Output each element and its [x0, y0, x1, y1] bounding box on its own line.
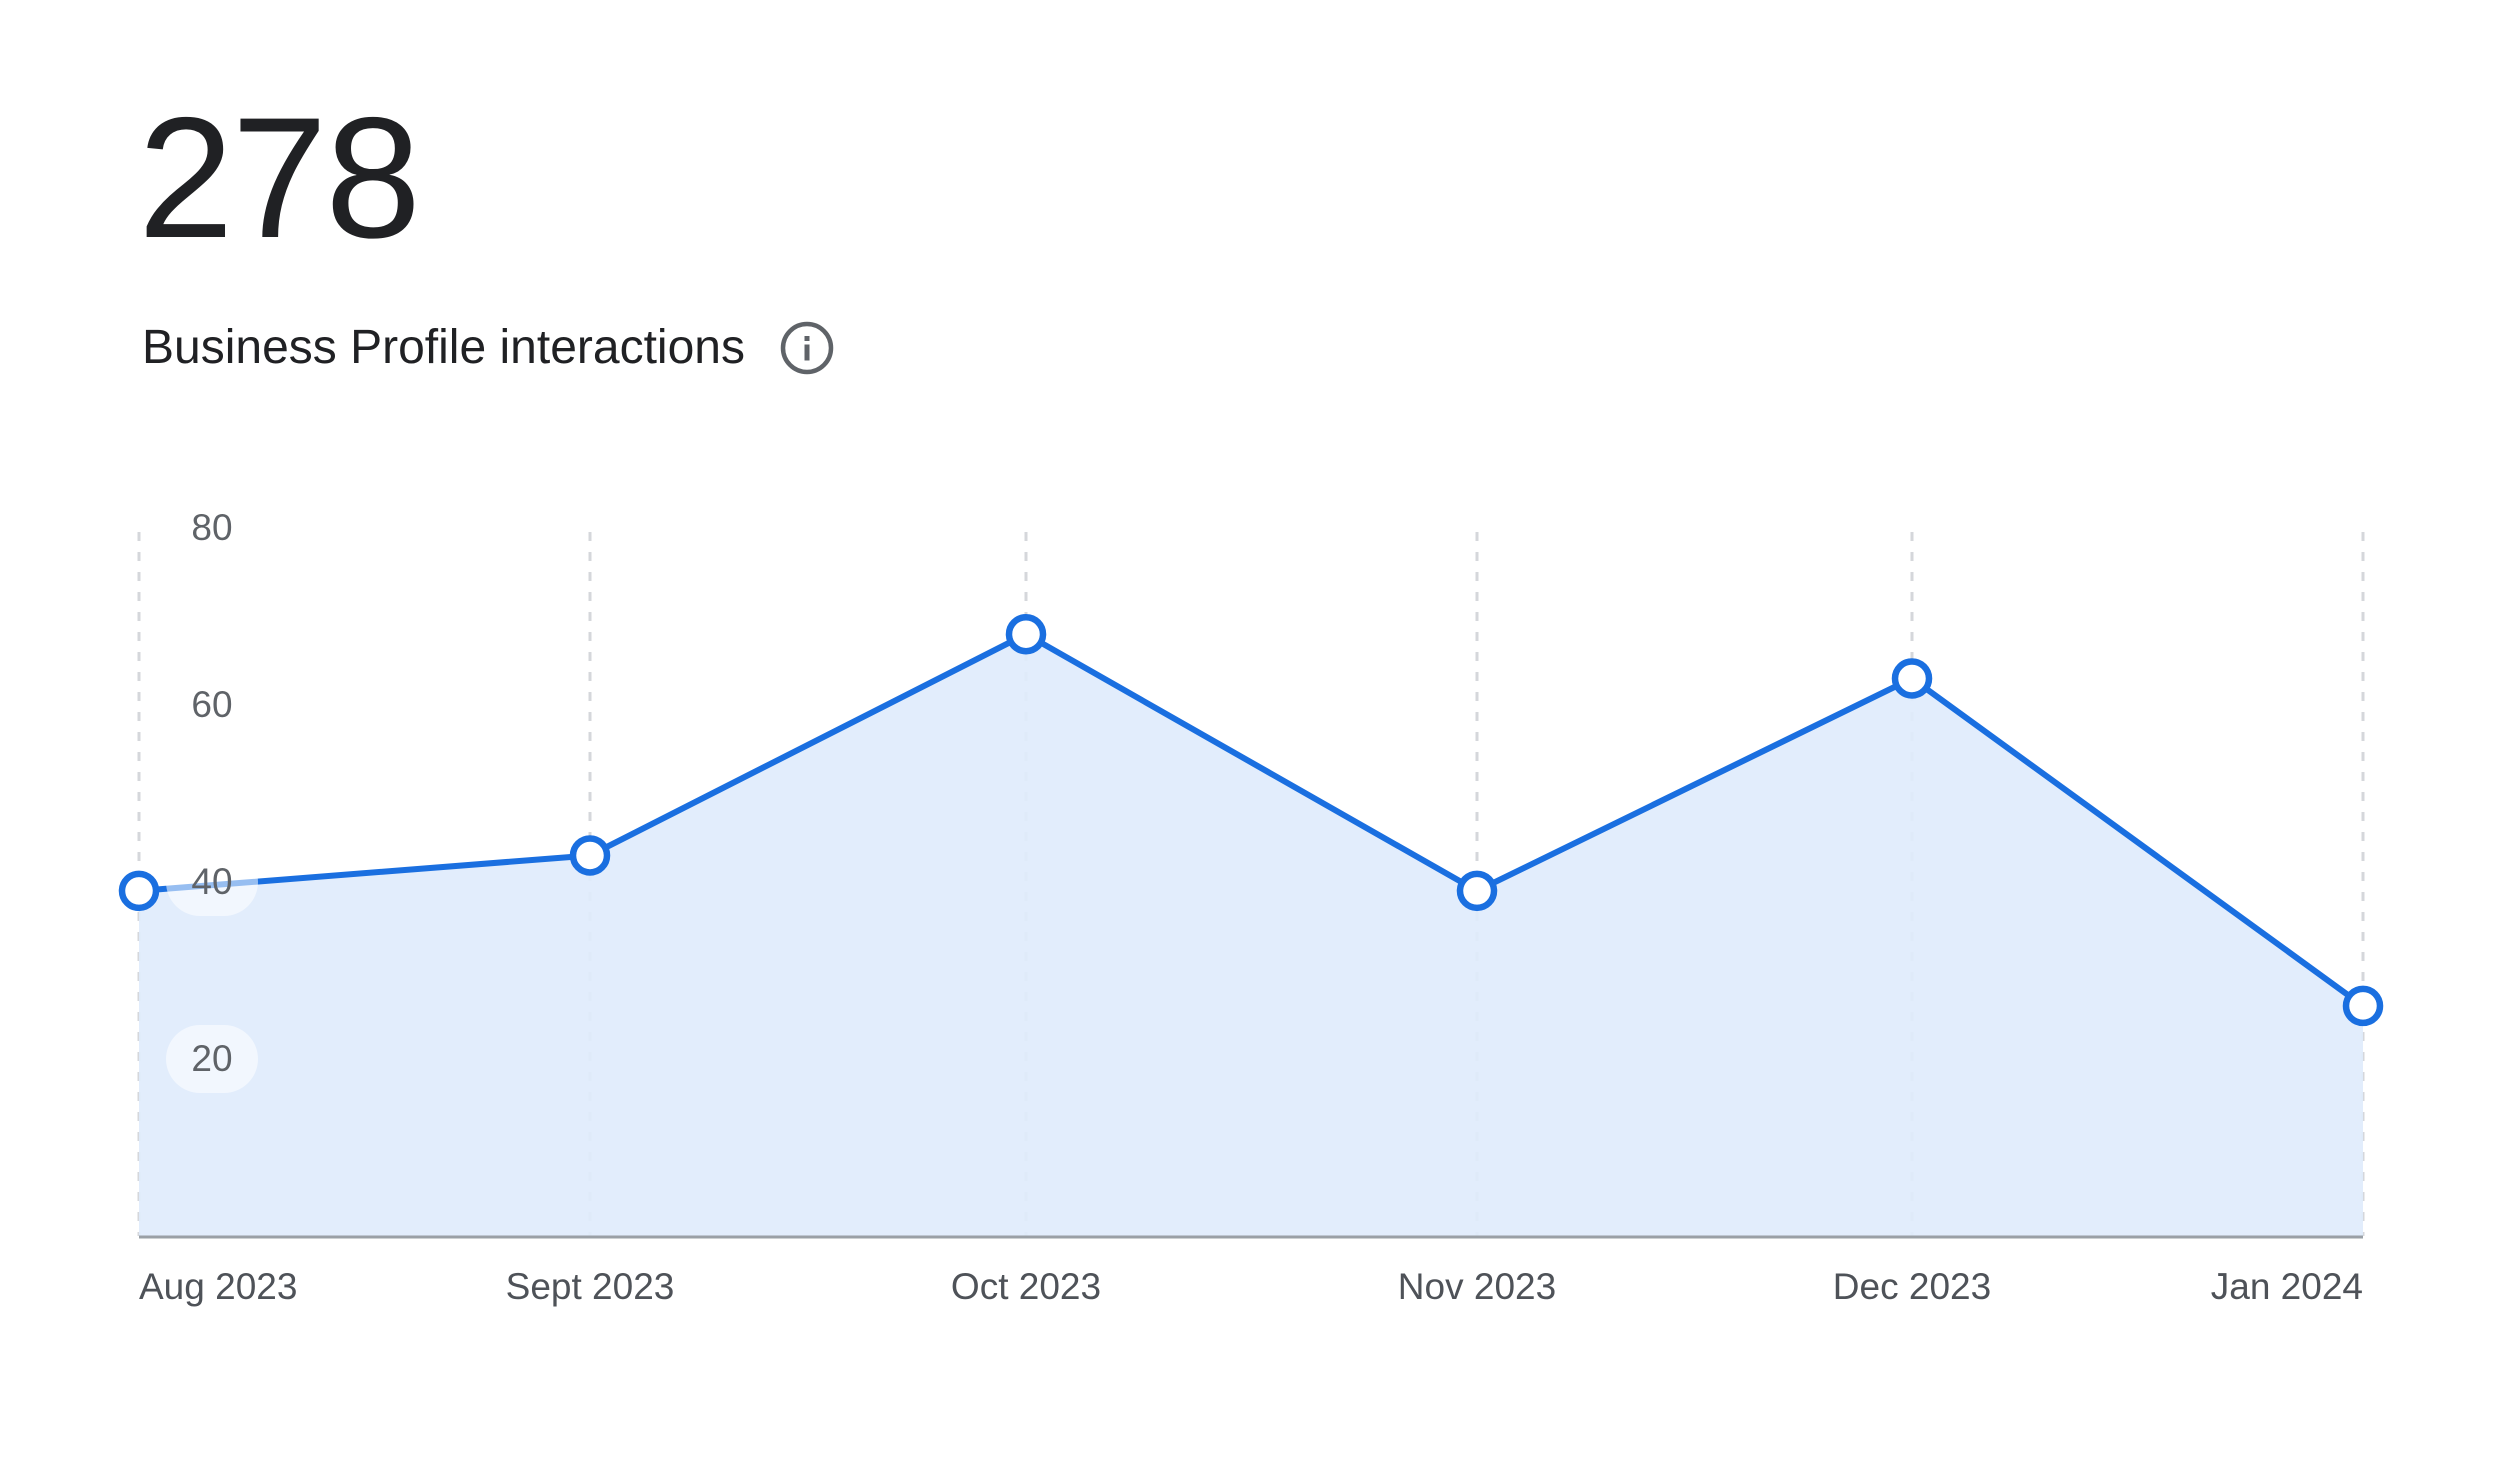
x-tick-dec-2023: Dec 2023	[1832, 1266, 1992, 1307]
data-line	[138, 631, 2365, 1009]
x-tick-sept-2023: Sept 2023	[505, 1266, 675, 1307]
y-tick-20: 20	[166, 1025, 258, 1093]
x-tick-aug-2023: Aug 2023	[139, 1266, 298, 1307]
data-point-nov-2023[interactable]	[1456, 870, 1498, 912]
area-fill	[139, 634, 2363, 1236]
y-tick-80: 80	[191, 507, 233, 548]
data-point-dec-2023[interactable]	[1891, 658, 1933, 699]
metric-label-row: Business Profile interactions	[142, 318, 835, 378]
data-point-aug-2023[interactable]	[118, 870, 160, 912]
metric-label: Business Profile interactions	[142, 321, 745, 374]
total-interactions-value: 278	[138, 82, 421, 274]
y-tick-60: 60	[191, 684, 233, 725]
data-point-jan-2024[interactable]	[2342, 985, 2384, 1027]
x-tick-oct-2023: Oct 2023	[950, 1266, 1102, 1307]
y-tick-40: 40	[166, 848, 258, 916]
data-points	[118, 613, 2384, 1027]
info-circle-icon	[780, 321, 834, 375]
x-tick-nov-2023: Nov 2023	[1397, 1266, 1557, 1307]
data-point-sept-2023[interactable]	[569, 835, 611, 876]
info-icon[interactable]	[779, 320, 835, 376]
x-tick-jan-2024: Jan 2024	[2210, 1266, 2363, 1307]
data-point-oct-2023[interactable]	[1005, 613, 1047, 655]
